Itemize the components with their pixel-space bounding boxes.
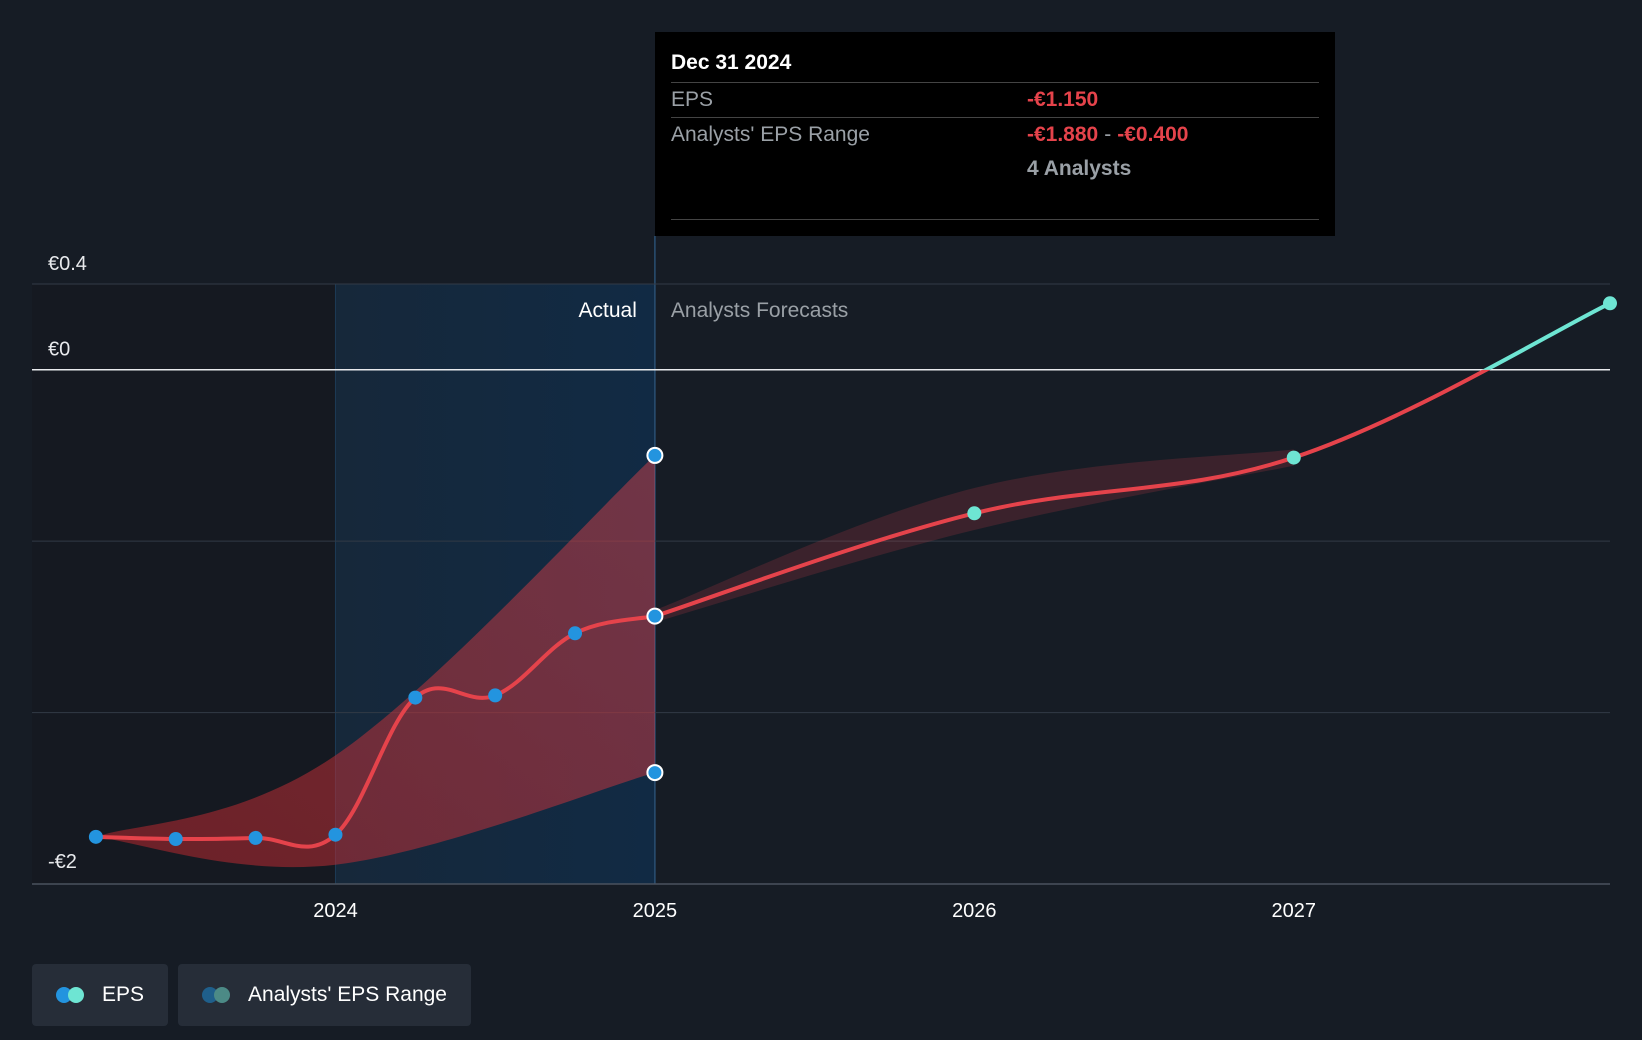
eps-forecast-point	[967, 506, 982, 521]
eps-actual-point	[408, 690, 423, 705]
eps-range-area	[95, 455, 655, 868]
eps-actual-point	[646, 607, 664, 625]
legend-range-label: Analysts' EPS Range	[248, 983, 447, 1006]
legend-range[interactable]: Analysts' EPS Range	[178, 964, 471, 1026]
eps-actual-point	[488, 688, 503, 703]
y-tick-label: -€2	[48, 851, 77, 873]
tooltip-analysts-row: 4 Analysts	[671, 152, 1319, 186]
x-tick-label: 2026	[952, 900, 997, 922]
tooltip-range-low: -€1.880	[1027, 123, 1099, 146]
y-tick-label: €0.4	[48, 253, 87, 275]
eps-actual-point	[168, 832, 183, 846]
actual-label: Actual	[579, 299, 637, 322]
legend-eps[interactable]: EPS	[32, 964, 169, 1026]
legend: EPS Analysts' EPS Range	[32, 964, 471, 1026]
tooltip-eps-label: EPS	[671, 88, 714, 111]
eps-forecast-line	[654, 369, 1491, 619]
eps-actual-point	[88, 829, 103, 844]
eps-actual-line	[95, 614, 656, 849]
tooltip-analysts: 4 Analysts	[1027, 157, 1132, 180]
past-region	[32, 284, 336, 884]
eps-actual-point	[248, 830, 263, 845]
y-tick-label: €0	[48, 339, 70, 361]
x-tick-label: 2025	[633, 900, 678, 922]
tooltip-range-label: Analysts' EPS Range	[671, 123, 870, 146]
tooltip-eps-value: -€1.150	[1027, 88, 1099, 111]
eps-actual-point	[328, 827, 343, 842]
x-tick-label: 2024	[313, 900, 358, 922]
tooltip-eps-row: EPS -€1.150	[671, 83, 1319, 118]
tooltip-range-high: -€0.400	[1117, 123, 1189, 146]
range-endpoint	[646, 764, 664, 782]
eps-forecast-point	[1286, 450, 1301, 465]
tooltip-date: Dec 31 2024	[671, 48, 1319, 83]
legend-eps-label: EPS	[102, 983, 145, 1006]
range-endpoint	[646, 446, 664, 464]
eps-legend-icon	[56, 987, 86, 1003]
eps-actual-point	[568, 626, 583, 641]
tooltip-range-row: Analysts' EPS Range -€1.880 - -€0.400	[671, 118, 1319, 152]
tooltip: Dec 31 2024 EPS -€1.150 Analysts' EPS Ra…	[655, 32, 1335, 236]
forecast-label: Analysts Forecasts	[671, 299, 848, 322]
tooltip-range-separator: -	[1104, 123, 1112, 146]
tooltip-divider	[671, 219, 1319, 220]
range-legend-icon	[202, 987, 232, 1003]
x-tick-label: 2027	[1272, 900, 1317, 922]
eps-forecast-point	[1603, 296, 1617, 311]
forecast-range-band	[654, 449, 1294, 623]
